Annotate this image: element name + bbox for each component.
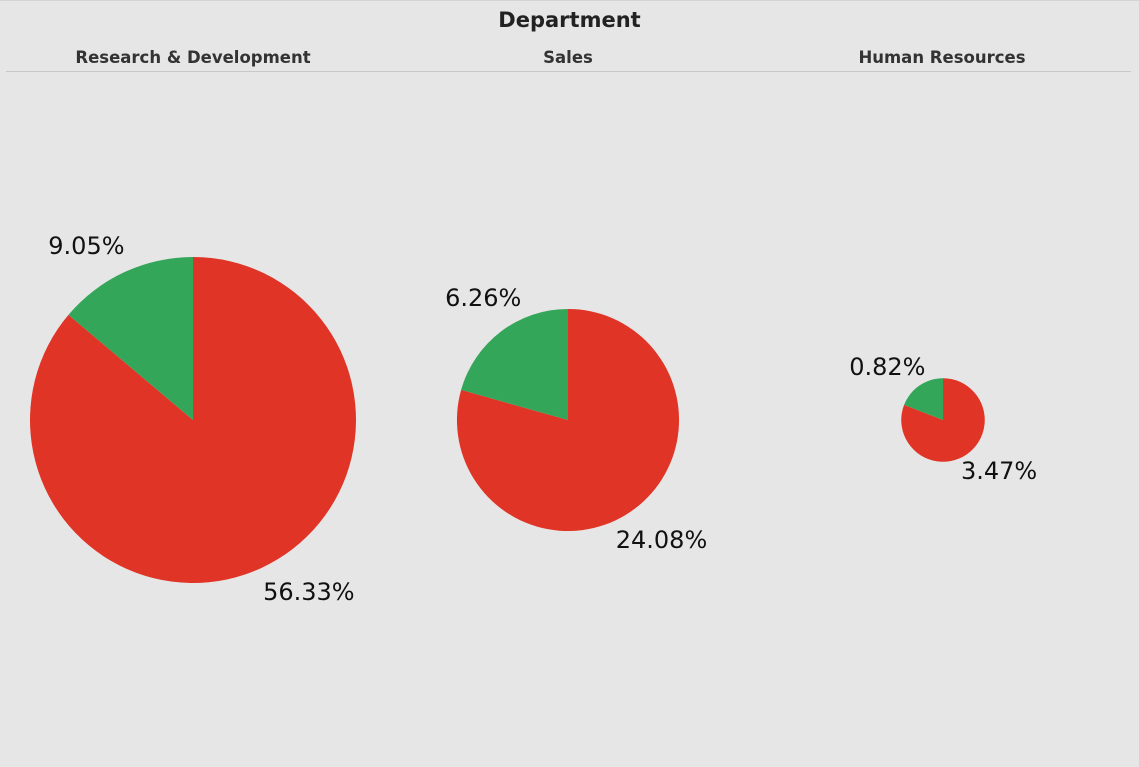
column-header-sales: Sales — [543, 48, 593, 67]
data-label-sales-major: 24.08% — [616, 526, 708, 554]
pie-slice-sales-minor — [461, 308, 568, 420]
data-label-human-resources-major: 3.47% — [961, 457, 1037, 485]
pie-slice-research-development-minor — [68, 257, 193, 420]
data-label-human-resources-minor: 0.82% — [849, 353, 925, 381]
data-label-research-development-minor: 9.05% — [48, 232, 124, 260]
data-label-sales-minor: 6.26% — [445, 284, 521, 312]
column-header-human-resources: Human Resources — [858, 48, 1026, 67]
frame-border — [0, 0, 1139, 1]
column-header-research-development: Research & Development — [75, 48, 311, 67]
chart-title: Department — [498, 8, 641, 32]
chart-header: Department Research & Development Sales … — [0, 0, 1139, 72]
data-label-research-development-major: 56.33% — [263, 578, 355, 606]
pie-slice-human-resources-major — [901, 378, 985, 462]
pie-slice-human-resources-minor — [904, 378, 943, 420]
header-divider — [6, 71, 1131, 72]
